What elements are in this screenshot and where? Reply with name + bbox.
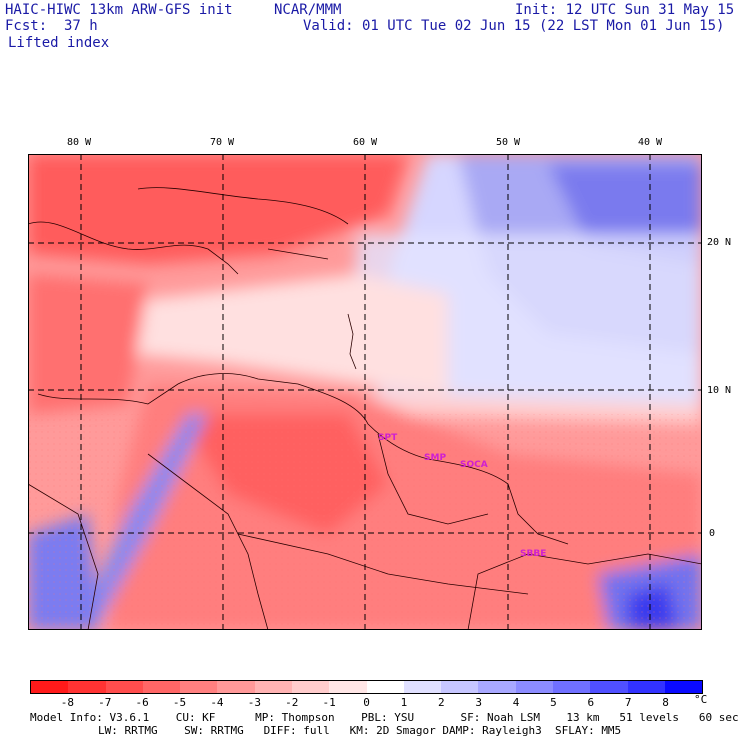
colorbar-segment (180, 681, 218, 693)
colorbar-tick-label: 8 (662, 696, 669, 709)
model-info-line2: LW: RRTMG SW: RRTMG DIFF: full KM: 2D Sm… (98, 724, 622, 737)
colorbar-tick-label: -1 (322, 696, 336, 709)
site-label-sbbe: SBBE (520, 549, 546, 559)
colorbar-tick-label: -5 (172, 696, 187, 709)
forecast-hour: 37 h (64, 18, 98, 34)
colorbar-unit: °C (694, 693, 708, 706)
site-label-soca: SOCA (460, 460, 488, 470)
lifted-index-map: SPT SMP SOCA SBBE (28, 154, 702, 630)
lat-label-20n: 20 N (707, 237, 732, 248)
colorbar-tick-label: 5 (550, 696, 557, 709)
colorbar-segment (590, 681, 628, 693)
colorbar-tick-label: -4 (210, 696, 224, 709)
colorbar-segment (105, 681, 143, 693)
colorbar-tick-label: 0 (363, 696, 370, 709)
lat-lon-grid (28, 154, 702, 630)
colorbar-segment (403, 681, 442, 693)
colorbar-segment (552, 681, 591, 693)
colorbar-segment (254, 681, 292, 693)
colorbar-tick-label: 1 (400, 696, 408, 709)
colorbar-segment (627, 681, 665, 693)
colorbar-tick-label: 4 (512, 696, 520, 709)
model-title: HAIC-HIWC 13km ARW-GFS init (5, 2, 233, 18)
site-label-spt: SPT (378, 433, 398, 443)
lon-label-60w: 60 W (353, 137, 378, 148)
init-time: Init: 12 UTC Sun 31 May 15 (515, 2, 735, 18)
forecast-label: Fcst: (5, 18, 48, 34)
colorbar-tick-label: -2 (285, 696, 299, 709)
site-label-smp: SMP (424, 453, 446, 463)
colorbar-tick-label: 6 (587, 696, 595, 709)
field-name: Lifted index (8, 35, 110, 51)
valid-time: Valid: 01 UTC Tue 02 Jun 15 (22 LST Mon … (303, 18, 725, 34)
colorbar (30, 680, 703, 694)
coastlines (28, 187, 702, 630)
lon-label-80w: 80 W (67, 137, 92, 148)
colorbar-segment (217, 681, 255, 693)
lat-label-10n: 10 N (707, 385, 732, 396)
lat-label-equator: 0 (709, 528, 716, 539)
map-frame (28, 154, 702, 630)
colorbar-tick-label: 2 (437, 696, 445, 709)
colorbar-segment (664, 681, 703, 693)
lon-label-70w: 70 W (210, 137, 235, 148)
colorbar-segment (515, 681, 553, 693)
colorbar-segment (329, 681, 367, 693)
colorbar-segment (478, 681, 516, 693)
colorbar-segment (68, 681, 106, 693)
colorbar-tick-label: -8 (60, 696, 74, 709)
colorbar-segment (366, 681, 404, 693)
lon-label-50w: 50 W (496, 137, 521, 148)
colorbar-tick-label: -3 (247, 696, 261, 709)
colorbar-tick-label: -7 (98, 696, 112, 709)
organization: NCAR/MMM (274, 2, 342, 18)
colorbar-tick-label: -6 (135, 696, 149, 709)
lon-label-40w: 40 W (638, 137, 663, 148)
colorbar-segment (441, 681, 479, 693)
colorbar-segment (142, 681, 181, 693)
colorbar-tick-label: 3 (475, 696, 482, 709)
colorbar-segment (31, 681, 69, 693)
model-info-line1: Model Info: V3.6.1 CU: KF MP: Thompson P… (30, 711, 739, 724)
colorbar-segment (291, 681, 330, 693)
colorbar-tick-label: 7 (624, 696, 632, 709)
